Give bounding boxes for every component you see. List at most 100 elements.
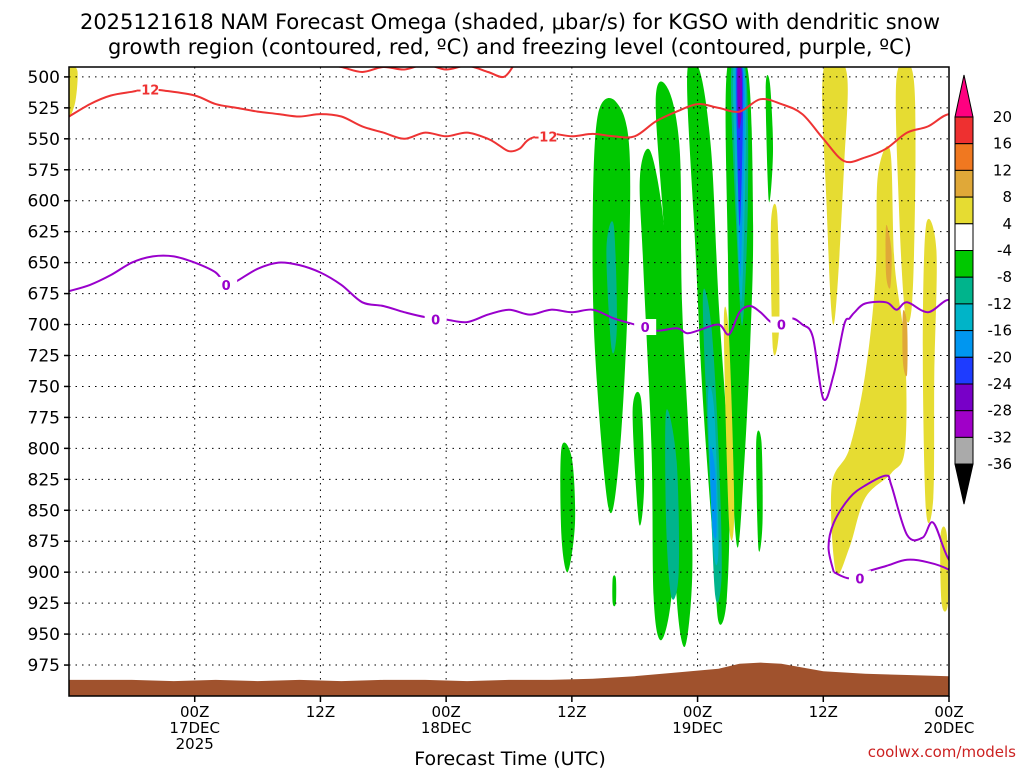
colorbar-label--12: -12	[988, 295, 1013, 313]
omega-shading	[69, 67, 949, 648]
y-tick-label-525: 525	[28, 99, 60, 119]
isotherm-label-bg	[848, 570, 871, 587]
colorbar-label--24: -24	[988, 375, 1013, 393]
y-tick-label-975: 975	[28, 656, 60, 676]
isotherm-label--12: -12	[136, 83, 160, 98]
terrain-surface	[69, 662, 949, 696]
y-tick-label-600: 600	[28, 192, 60, 212]
colorbar-label-16: 16	[993, 135, 1012, 153]
omega-region-17	[710, 446, 717, 539]
colorbar-top-arrow	[954, 74, 974, 118]
x-tick-label-42-0: 12Z	[557, 703, 586, 721]
colorbar-bin-7	[954, 276, 974, 305]
isotherm-label-0: 0	[641, 321, 650, 336]
omega-region-10	[665, 409, 680, 600]
omega-region-20	[69, 67, 78, 116]
omega-region-27	[940, 526, 949, 612]
omega-region-2	[632, 391, 645, 526]
y-tick-label-700: 700	[28, 316, 60, 336]
y-axis: 500 525 550 575 600 625 650 675 700 725 750 775 800 8…	[28, 68, 69, 676]
x-tick-label-66-0: 12Z	[809, 703, 838, 721]
y-tick-label-575: 575	[28, 161, 60, 181]
omega-region-9	[765, 74, 774, 203]
y-tick-label-900: 900	[28, 563, 60, 583]
contour-labels: -12 -12 0 0 0 0 0	[136, 81, 871, 587]
isotherm-label-bg	[215, 276, 238, 293]
isotherm-label-bg	[424, 311, 447, 328]
plot-frame	[68, 66, 950, 697]
y-tick-label-500: 500	[28, 68, 60, 88]
colorbar-bin-1	[954, 116, 974, 145]
credit-text: coolwx.com/models	[868, 743, 1016, 761]
y-tick-label-875: 875	[28, 532, 60, 552]
x-tick-label-78-1: 20DEC	[924, 719, 975, 737]
colorbar-label-20: 20	[993, 108, 1012, 126]
colorbar-bin-8	[954, 303, 974, 332]
isotherm-label-bg	[136, 81, 159, 98]
x-axis-label: Forecast Time (UTC)	[414, 748, 605, 768]
omega-region-28	[885, 224, 892, 289]
x-tick-label-18-0: 12Z	[306, 703, 335, 721]
colorbar-label--32: -32	[988, 428, 1013, 446]
colorbar-label--16: -16	[988, 322, 1013, 340]
x-tick-label-30-1: 18DEC	[421, 719, 472, 737]
omega-region-8	[756, 430, 763, 552]
x-tick-label-30-0: 00Z	[431, 703, 460, 721]
colorbar-bin-4	[954, 196, 974, 225]
y-tick-label-825: 825	[28, 470, 60, 490]
colorbar-bin-5	[954, 223, 974, 252]
y-tick-label-725: 725	[28, 346, 60, 366]
x-tick-label-78-0: 00Z	[934, 703, 963, 721]
grid-lines	[69, 67, 949, 696]
colorbar-bin-13	[954, 436, 974, 465]
plot-area	[69, 67, 949, 696]
omega-region-5	[655, 81, 693, 648]
y-tick-label-850: 850	[28, 501, 60, 521]
isotherm-label-bg	[634, 319, 657, 336]
y-tick-label-750: 750	[28, 377, 60, 397]
omega-region-12	[606, 221, 617, 354]
y-tick-label-775: 775	[28, 408, 60, 428]
omega-region-26	[922, 218, 937, 524]
x-tick-label-6-1: 17DEC	[169, 719, 220, 737]
y-tick-label-675: 675	[28, 285, 60, 305]
isotherm-label-0: 0	[777, 319, 786, 334]
isotherm-label-bg	[770, 316, 793, 333]
colorbar-label--36: -36	[988, 455, 1013, 473]
isotherm-0-line-3	[827, 474, 949, 573]
colorbar-label-12: 12	[993, 161, 1012, 179]
omega-region-19	[737, 67, 743, 129]
colorbar-label--4: -4	[997, 242, 1012, 260]
chart-title-line-2: growth region (contoured, red, ºC) and f…	[108, 35, 912, 59]
x-tick-label-6-0: 00Z	[180, 703, 209, 721]
colorbar: 20 16 12 8 4 -4 -8 -12 -16 -20 -24 -28 -32 -36	[954, 74, 1013, 505]
y-tick-label-925: 925	[28, 594, 60, 614]
colorbar-label--8: -8	[997, 268, 1012, 286]
colorbar-bin-10	[954, 356, 974, 385]
colorbar-label-4: 4	[1002, 215, 1012, 233]
colorbar-bin-11	[954, 383, 974, 412]
chart-title-line-1: 2025121618 NAM Forecast Omega (shaded, μ…	[80, 10, 940, 34]
x-tick-label-54-1: 19DEC	[672, 719, 723, 737]
colorbar-label-8: 8	[1002, 188, 1012, 206]
omega-region-29	[902, 310, 908, 377]
isotherm-label-0: 0	[222, 279, 231, 294]
omega-region-1	[560, 442, 576, 573]
colorbar-bin-2	[954, 143, 974, 171]
y-tick-label-950: 950	[28, 625, 60, 645]
y-tick-label-650: 650	[28, 254, 60, 274]
y-tick-label-800: 800	[28, 439, 60, 459]
isotherm--12-line-1	[69, 88, 949, 164]
plot-background	[69, 67, 949, 696]
colorbar-bin-6	[954, 250, 974, 278]
x-tick-label-54-0: 00Z	[683, 703, 712, 721]
omega-region-3	[612, 575, 617, 607]
colorbar-bottom-arrow	[954, 463, 974, 505]
colorbar-bin-12	[954, 410, 974, 438]
colorbar-bin-9	[954, 330, 974, 358]
isotherm-label-bg	[534, 128, 557, 145]
colorbar-bin-3	[954, 169, 974, 198]
omega-region-21	[723, 306, 735, 541]
